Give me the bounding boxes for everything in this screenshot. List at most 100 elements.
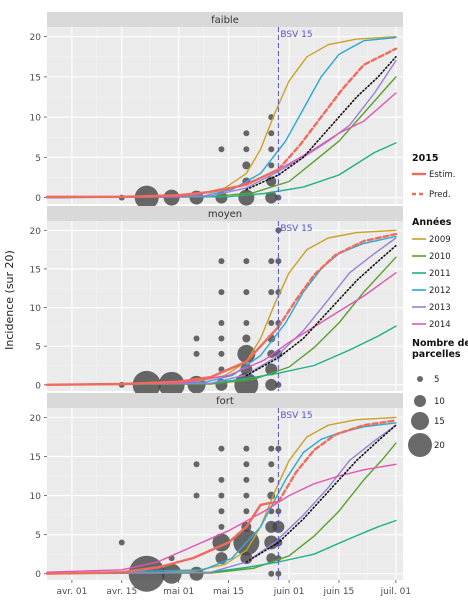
y-axis-label: Incidence (sur 20) [3,250,16,350]
parcel-dot [268,570,275,577]
panel-title: faible [211,15,239,26]
parcel-dot [243,130,250,137]
x-tick-label: mai 15 [213,587,244,597]
panel-strip [47,393,403,408]
parcel-dot [243,320,250,326]
parcel-dot [268,445,275,452]
legend-label-size: 10 [434,397,445,407]
y-tick-label: 20 [30,33,42,43]
parcel-dot [268,162,275,169]
parcel-dot [268,461,275,468]
panel-moyen: moyen 0 5 10 15 20 BSV 15 [30,206,403,399]
legend-key-size [408,433,432,457]
legend-title-years: Années [412,217,452,228]
parcel-dot [218,258,225,265]
y-tick-label: 5 [35,154,41,164]
parcel-dot [267,491,276,500]
parcel-dot [268,289,275,296]
parcel-dot [268,476,275,483]
parcel-dot [238,189,255,206]
parcel-dot [243,146,250,153]
parcel-dot [243,445,250,452]
legend-label-size: 5 [434,375,439,385]
parcel-dot [118,539,125,546]
legend-title-sizes: Nombre de [412,338,468,349]
series-line-2011 [46,142,397,199]
x-tick-label: avr. 01 [56,587,87,597]
parcel-dot [265,191,278,204]
series-line-2011 [46,519,397,575]
y-tick-label: 20 [30,227,42,237]
y-tick-label: 15 [30,265,41,275]
y-tick-label: 10 [30,304,42,314]
legend-label-year: 2014 [429,320,451,330]
parcel-dot [275,508,282,515]
series-line-2010 [46,76,397,199]
parcel-dot [193,335,200,342]
panel-title: fort [216,396,234,407]
parcel-dot [264,535,279,550]
legend-label-pred: Pred. [429,190,451,200]
parcel-dot [218,350,225,357]
y-tick-label: 15 [30,73,41,83]
parcel-dot [218,492,225,499]
legend-key-size [414,395,426,407]
series-line-2013 [46,237,397,386]
legend-key-size [417,376,423,382]
parcel-dot [268,146,275,153]
series-line-2013 [46,424,397,575]
parcel-dot [218,476,225,483]
parcel-dot [268,258,275,265]
parcel-dot [218,146,225,153]
legend-label-estim: Estim. [429,170,455,180]
parcel-dot [243,258,250,265]
y-tick-label: 15 [30,453,41,463]
series-line-pred [277,419,398,503]
x-tick-label: juil. 01 [380,587,411,597]
x-tick-label: juin 01 [273,587,305,597]
parcel-dot [218,335,225,342]
series-line-2014 [46,272,397,386]
series-line-pred [277,232,398,329]
series-line-estim [45,168,280,199]
legend-label-size: 15 [434,417,445,427]
y-tick-label: 0 [35,194,41,204]
panel-title: moyen [208,209,242,220]
parcel-dot [272,520,285,533]
series-line-2012 [46,235,397,386]
parcel-dot [242,334,251,343]
series-line-dotted [245,55,397,191]
x-tick-label: mai 01 [163,587,194,597]
legend: 2015Estim.Pred.Années2009201020112012201… [408,153,468,457]
legend-title-sizes-2: parcelles [412,349,461,360]
bsv-label: BSV 15 [280,30,312,40]
legend-title-2015: 2015 [412,153,438,164]
series-line-pred [277,47,398,171]
x-axis: avr. 01 avr. 15 mai 01 mai 15 juin 01 juin 15… [56,580,411,597]
parcel-dot [193,461,200,468]
series-line-estim [45,500,280,575]
y-tick-label: 10 [30,492,42,502]
parcel-dot [243,476,250,483]
parcel-dot [266,176,277,187]
panel-strip [47,12,403,27]
series-line-2010 [46,442,397,575]
legend-label-size: 20 [434,441,445,451]
series-line-2014 [46,463,397,573]
legend-label-year: 2010 [429,252,451,262]
parcel-dot [268,320,275,326]
panel-strip [47,206,403,221]
y-tick-label: 0 [35,381,41,391]
legend-key-size [411,412,429,430]
parcel-dot [243,289,250,296]
panel-faible: faible 0 5 10 15 20 BSV 15 [30,12,403,210]
x-tick-label: juin 15 [323,587,355,597]
series-line-dotted [245,244,397,377]
legend-label-year: 2012 [429,286,451,296]
y-tick-label: 5 [35,531,41,541]
parcel-dot [243,492,250,499]
series-line-estim [45,325,280,386]
